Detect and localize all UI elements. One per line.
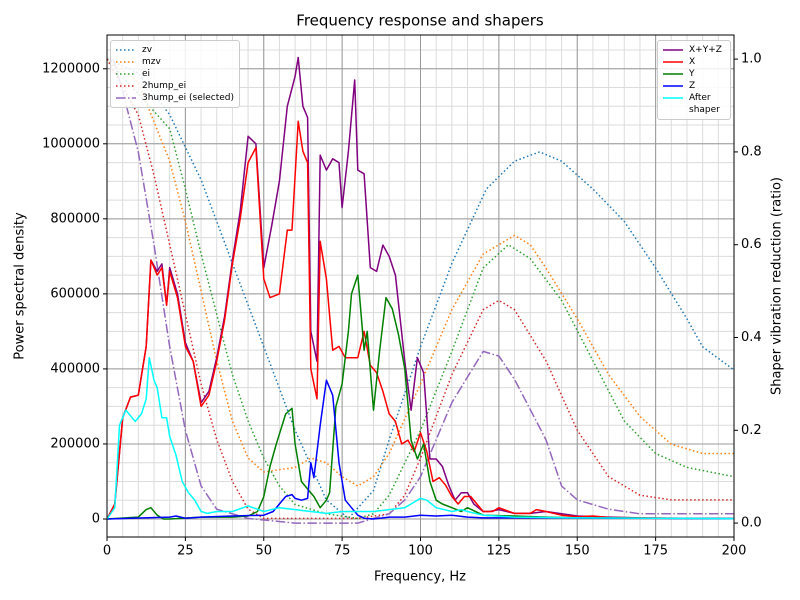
series-line (106, 58, 735, 520)
legend-label: ei (142, 69, 151, 79)
legend-entry: mzv (116, 56, 234, 68)
legend-swatch (116, 85, 136, 87)
y-axis-label: Power spectral density (13, 212, 28, 360)
legend-swatch (116, 61, 136, 63)
legend-label: X (689, 57, 696, 67)
y2-tick-label: 0.0 (741, 516, 762, 531)
y-tick-label: 1000000 (42, 136, 100, 151)
legend-swatch (663, 97, 683, 99)
series-line (106, 379, 735, 520)
legend-left: zv mzv ei 2hump_ei 3hump_ei (selected) (110, 40, 241, 108)
legend-entry: X+Y+Z (663, 44, 725, 56)
series-line (106, 120, 735, 520)
chart-title: Frequency response and shapers (296, 12, 544, 30)
y-tick-label: 600000 (50, 286, 100, 301)
legend-entry: X (663, 56, 725, 68)
legend-swatch (663, 85, 683, 87)
y-tick-label: 1200000 (42, 61, 100, 76)
y-tick-label: 0 (92, 511, 100, 526)
y2-tick-label: 0.4 (741, 330, 762, 345)
x-tick-label: 200 (722, 544, 747, 559)
legend-right: X+Y+Z X Y Z After shaper (657, 40, 731, 120)
legend-label: Z (689, 81, 696, 91)
x-tick-label: 100 (408, 544, 433, 559)
legend-entry: Y (663, 68, 725, 80)
legend-label: zv (142, 45, 153, 55)
y-tick-label: 200000 (50, 436, 100, 451)
series-line (106, 356, 735, 520)
x-tick-label: 50 (255, 544, 272, 559)
legend-label: mzv (142, 57, 161, 67)
legend-label: X+Y+Z (689, 45, 722, 55)
series-line (106, 58, 734, 520)
legend-entry: zv (116, 44, 234, 56)
y2-tick-label: 1.0 (741, 52, 762, 67)
legend-entry: 2hump_ei (116, 80, 234, 92)
x-tick-label: 25 (177, 544, 194, 559)
x-tick-label: 150 (565, 544, 590, 559)
y2-tick-label: 0.6 (741, 237, 762, 252)
legend-swatch (116, 97, 136, 99)
series-line (106, 58, 734, 487)
x-axis-label: Frequency, Hz (374, 570, 466, 585)
legend-entry: 3hump_ei (selected) (116, 92, 234, 104)
legend-swatch (116, 73, 136, 75)
y2-tick-label: 0.2 (741, 423, 762, 438)
series-line (106, 274, 735, 520)
plot-frame (106, 34, 735, 538)
y-tick-label: 800000 (50, 211, 100, 226)
legend-swatch (663, 49, 683, 51)
series-line (106, 58, 735, 520)
legend-swatch (116, 49, 136, 51)
series-line (112, 58, 734, 524)
y2-tick-label: 0.8 (741, 144, 762, 159)
legend-label: Y (689, 69, 695, 79)
legend-label: 3hump_ei (selected) (142, 93, 235, 103)
x-tick-label: 75 (334, 544, 351, 559)
x-tick-label: 0 (103, 544, 111, 559)
y-tick-label: 400000 (50, 361, 100, 376)
y2-axis-label: Shaper vibration reduction (ratio) (770, 177, 785, 395)
legend-entry: Z (663, 80, 725, 92)
x-tick-label: 125 (486, 544, 511, 559)
x-tick-label: 175 (643, 544, 668, 559)
legend-entry: ei (116, 68, 234, 80)
legend-label: After shaper (689, 93, 720, 115)
legend-swatch (663, 61, 683, 63)
legend-swatch (663, 73, 683, 75)
legend-label: 2hump_ei (142, 81, 187, 91)
legend-entry: After shaper (663, 92, 725, 116)
